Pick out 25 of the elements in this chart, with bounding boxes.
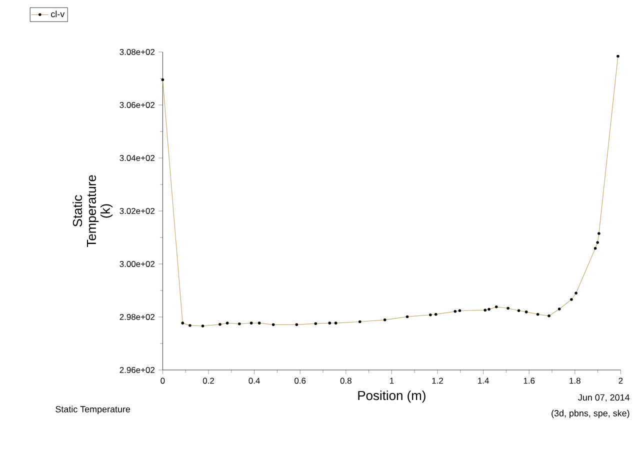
- x-tick-label: 2: [618, 378, 623, 384]
- y-tick-label: 2.96e+02: [120, 366, 154, 373]
- y-tick-label: 3.08e+02: [120, 48, 154, 55]
- text: Jun 07, 2014: [578, 394, 630, 402]
- x-tick-label: 0.4: [248, 378, 260, 384]
- x-axis-title: Position (m): [358, 390, 426, 403]
- y-tick-label: 3.06e+02: [120, 102, 154, 108]
- x-tick-label: 1.2: [432, 378, 443, 384]
- x-tick-label: 1.4: [478, 378, 489, 384]
- x-tick-label: 1.8: [570, 378, 580, 384]
- y-axis-title: Static Temperature (k): [72, 175, 113, 248]
- y-tick-label: 2.98e+02: [120, 314, 154, 320]
- x-tick-label: 0.2: [202, 378, 214, 384]
- x-tick-label: 1.6: [524, 378, 535, 384]
- x-tick-label: 1: [390, 378, 394, 384]
- y-tick-label: 3.02e+02: [120, 208, 154, 214]
- x-tick-label: 0: [160, 378, 165, 384]
- y-tick-label: 3.00e+02: [120, 260, 154, 267]
- x-tick-label: 0.8: [340, 378, 352, 384]
- y-tick-label: 3.04e+02: [120, 154, 154, 161]
- text: (3d, pbns, spe, ske): [552, 410, 630, 418]
- text: Static Temperature: [56, 406, 130, 414]
- legend-label: cl-v: [51, 10, 65, 18]
- x-tick-label: 0.6: [294, 378, 306, 384]
- line-series: [161, 54, 620, 328]
